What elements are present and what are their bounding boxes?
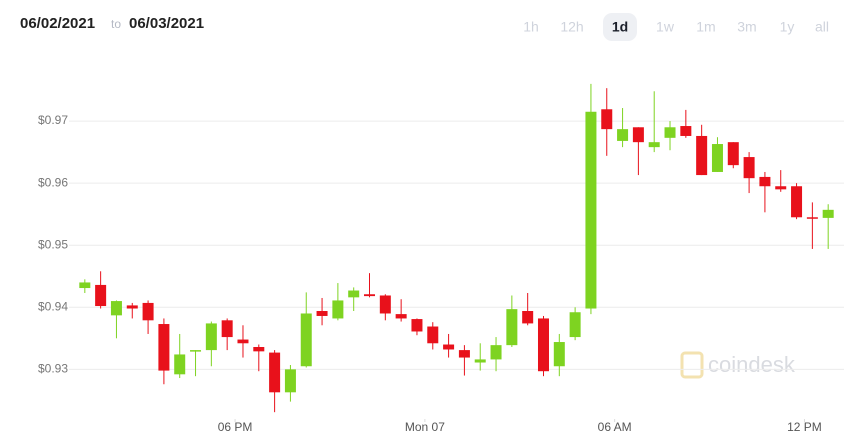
y-tick-label: $0.96 (38, 175, 68, 189)
x-tick-label: Mon 07 (405, 420, 445, 434)
candle-body (743, 157, 755, 179)
range-buttons: 1h 12h 1d 1w 1m 3m 1y all (523, 13, 829, 41)
candle-body (348, 290, 360, 298)
range-button[interactable]: 1d (612, 19, 628, 35)
candle-body (490, 345, 502, 360)
candle-body (537, 318, 549, 372)
range-button[interactable]: 12h (560, 19, 583, 35)
candle-body (569, 312, 581, 338)
candle-body (553, 342, 565, 367)
candle-body (664, 127, 676, 138)
candle-body (395, 314, 407, 319)
candle-body (190, 350, 202, 352)
x-tick-label: 12 PM (787, 420, 822, 434)
candle-body (458, 350, 470, 358)
candle-body (443, 344, 455, 350)
candle-body (680, 126, 692, 136)
range-button[interactable]: 1m (696, 19, 715, 35)
candle-body (632, 127, 644, 143)
candle-body (822, 209, 834, 218)
y-tick-label: $0.97 (38, 113, 68, 127)
y-tick-label: $0.94 (38, 299, 68, 313)
watermark-logo (680, 351, 704, 379)
candle-body (332, 300, 344, 319)
candle-body (648, 142, 660, 148)
candle-body (205, 323, 217, 351)
range-button[interactable]: 1w (656, 19, 675, 35)
candle-body (174, 354, 186, 375)
candle-body (696, 135, 708, 176)
candle-body (364, 294, 376, 297)
candle-body (601, 109, 613, 130)
candle-body (237, 339, 249, 344)
candle-body (617, 129, 629, 141)
candle-body (110, 301, 122, 316)
candle-body (253, 347, 265, 352)
candle-body (474, 359, 486, 363)
range-button[interactable]: 1y (780, 19, 795, 35)
date-separator: to (111, 17, 121, 31)
x-tick-label: 06 PM (218, 420, 253, 434)
candle-body (775, 186, 787, 190)
candle-body (158, 324, 170, 371)
candle-body (427, 326, 439, 344)
candle-body (126, 305, 138, 309)
candle-body (506, 309, 518, 346)
candle-body (79, 282, 91, 289)
candle-body (727, 142, 739, 166)
candle-body (522, 311, 534, 324)
watermark-text: coindesk (708, 352, 796, 377)
x-tick-label: 06 AM (598, 420, 632, 434)
candle-body (284, 369, 296, 393)
candle-body (759, 176, 771, 187)
candle-body (269, 352, 281, 393)
candle-body (411, 319, 423, 332)
y-tick-label: $0.95 (38, 237, 68, 251)
candle-body (379, 295, 391, 314)
range-button[interactable]: 1h (523, 19, 539, 35)
candle-body (95, 284, 107, 307)
candle-body (806, 217, 818, 219)
candle-body (585, 111, 597, 309)
candle-body (711, 144, 723, 172)
y-tick-label: $0.93 (38, 362, 68, 376)
candle-body (791, 186, 803, 218)
range-button[interactable]: 3m (737, 19, 756, 35)
candle-body (300, 313, 312, 367)
candle-body (316, 311, 328, 316)
range-button-bg (603, 13, 637, 41)
date-to: 06/03/2021 (129, 15, 204, 32)
range-button[interactable]: all (815, 19, 829, 35)
date-from: 06/02/2021 (20, 15, 95, 32)
candle-body (142, 302, 154, 321)
candle-body (221, 320, 233, 338)
watermark: coindesk (680, 351, 796, 379)
